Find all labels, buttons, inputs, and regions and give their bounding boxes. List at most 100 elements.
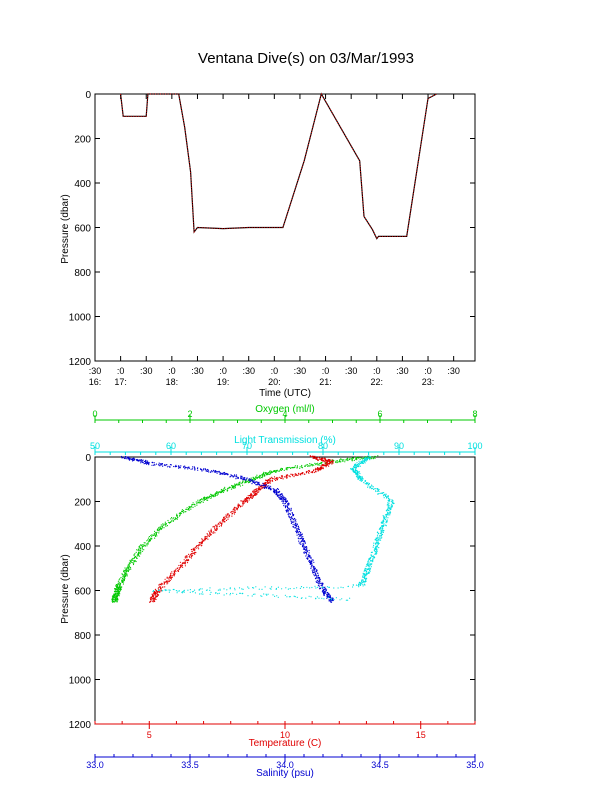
profile-point [350,468,352,470]
profile-point [319,587,321,589]
profile-point [118,579,120,581]
profile-point [125,571,127,573]
profile-point [194,551,196,553]
pressure-trace-overlay [120,92,437,240]
profile-point [280,498,282,500]
profile-point [117,586,119,588]
x-tick-label-minute: :0 [168,366,176,376]
profile-point [227,489,229,491]
profile-point [292,474,294,476]
profile-point [356,462,358,464]
profile-point [284,497,286,499]
profile-point [235,478,237,480]
profile-point [121,573,123,575]
profile-point [183,561,185,563]
profile-point [208,496,210,499]
profile-point [363,570,365,572]
profile-point [233,475,235,477]
profile-point [380,522,382,524]
profile-point [235,474,238,476]
profile-point [318,581,320,583]
profile-point [290,473,292,475]
profile-point [240,476,242,478]
profile-point [389,512,391,514]
profile-point [224,473,226,475]
profile-point [256,474,258,476]
profile-point [118,586,120,589]
profile-point [289,517,291,519]
profile-point [369,459,371,461]
profile-point [207,534,209,536]
profile-point [387,506,389,508]
profile-point [383,497,385,499]
profile-point [116,586,118,589]
profile-point [302,473,304,475]
profile-point [310,596,312,598]
profile-point [227,514,229,516]
profile-point [176,515,178,517]
profile-point [158,586,160,589]
profile-point [387,495,389,497]
profile-point [293,595,295,597]
profile-point [122,574,124,576]
profile-point [375,552,377,554]
profile-point [288,516,290,518]
profile-point [183,559,185,561]
profile-point [360,582,362,584]
profile-point [129,566,131,568]
profile-point [281,477,283,479]
profile-point [387,507,389,509]
profile-point [231,475,234,477]
profile-point [158,529,160,531]
profile-point [276,477,278,479]
profile-point [279,490,281,492]
profile-point [242,592,244,595]
profile-point [168,465,170,467]
profile-point [286,477,288,479]
profile-point [332,460,334,462]
profile-point [130,568,132,570]
profile-point [258,483,260,485]
profile-point [205,589,208,591]
profile-point [254,493,256,495]
profile-point [292,467,294,469]
profile-point [353,459,355,461]
profile-point [112,599,114,602]
profile-point [357,478,359,480]
profile-point [282,501,284,503]
profile-point [184,561,186,564]
profile-point [294,522,297,525]
profile-point [326,592,328,594]
profile-point [141,461,143,464]
profile-point [271,586,273,588]
profile-point [147,542,149,544]
profile-point [201,539,203,541]
profile-point [335,460,337,462]
profile-point [246,500,248,502]
profile-point [157,594,159,596]
profile-point [132,562,134,564]
profile-point [161,463,163,465]
profile-point [161,526,164,528]
profile-point [124,577,126,579]
profile-point [189,507,191,509]
profile-point [233,509,235,511]
profile-point [289,476,291,478]
profile-point [244,500,247,502]
profile-point [201,469,203,471]
profile-point [204,468,206,470]
profile-point [194,469,196,471]
salinity-axis-label: Salinity (psu) [256,768,314,779]
profile-point [368,567,370,569]
profile-point [153,593,155,595]
profile-point [217,593,219,595]
profile-point [305,552,307,555]
profile-point [351,460,353,462]
profile-point [210,528,212,530]
profile-point [198,544,200,546]
profile-point [309,587,311,589]
profile-point [150,534,152,537]
profile-point [205,538,207,540]
profile-point [296,587,298,589]
profile-point [324,462,326,464]
